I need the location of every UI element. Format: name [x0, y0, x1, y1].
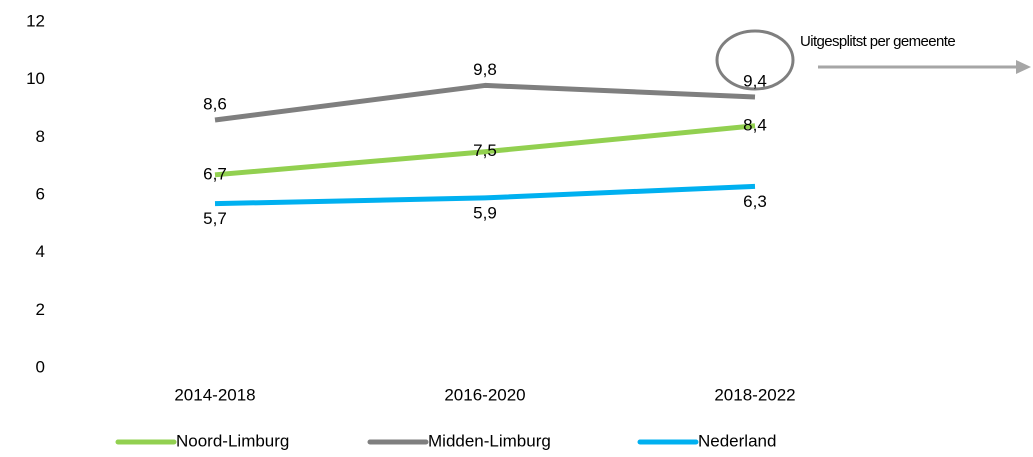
data-label: 7,5: [473, 141, 497, 160]
legend-label: Nederland: [698, 431, 776, 450]
x-tick-label: 2014-2018: [174, 385, 255, 404]
x-tick-label: 2018-2022: [714, 385, 795, 404]
data-label: 9,8: [473, 60, 497, 79]
data-label: 9,4: [743, 71, 767, 90]
y-tick-label: 10: [26, 69, 45, 88]
legend-label: Noord-Limburg: [176, 431, 289, 450]
y-tick-label: 8: [36, 127, 45, 146]
y-tick-label: 4: [36, 242, 45, 261]
series-line: [214, 183, 756, 207]
series-line: [214, 82, 756, 123]
arrow-head: [1016, 60, 1031, 74]
x-tick-label: 2016-2020: [444, 385, 525, 404]
highlight-circle: [715, 29, 795, 91]
legend-label: Midden-Limburg: [428, 431, 551, 450]
y-tick-label: 0: [36, 357, 45, 376]
data-label: 8,4: [743, 115, 767, 134]
data-label: 6,7: [203, 164, 227, 183]
data-label: 5,7: [203, 209, 227, 228]
series-line: [214, 123, 756, 178]
data-label: 5,9: [473, 203, 497, 222]
y-tick-label: 6: [36, 184, 45, 203]
data-label: 6,3: [743, 192, 767, 211]
data-label: 8,6: [203, 95, 227, 114]
y-tick-label: 12: [26, 11, 45, 30]
annotation: Uitgesplitst per gemeente: [800, 33, 955, 50]
y-tick-label: 2: [36, 300, 45, 319]
